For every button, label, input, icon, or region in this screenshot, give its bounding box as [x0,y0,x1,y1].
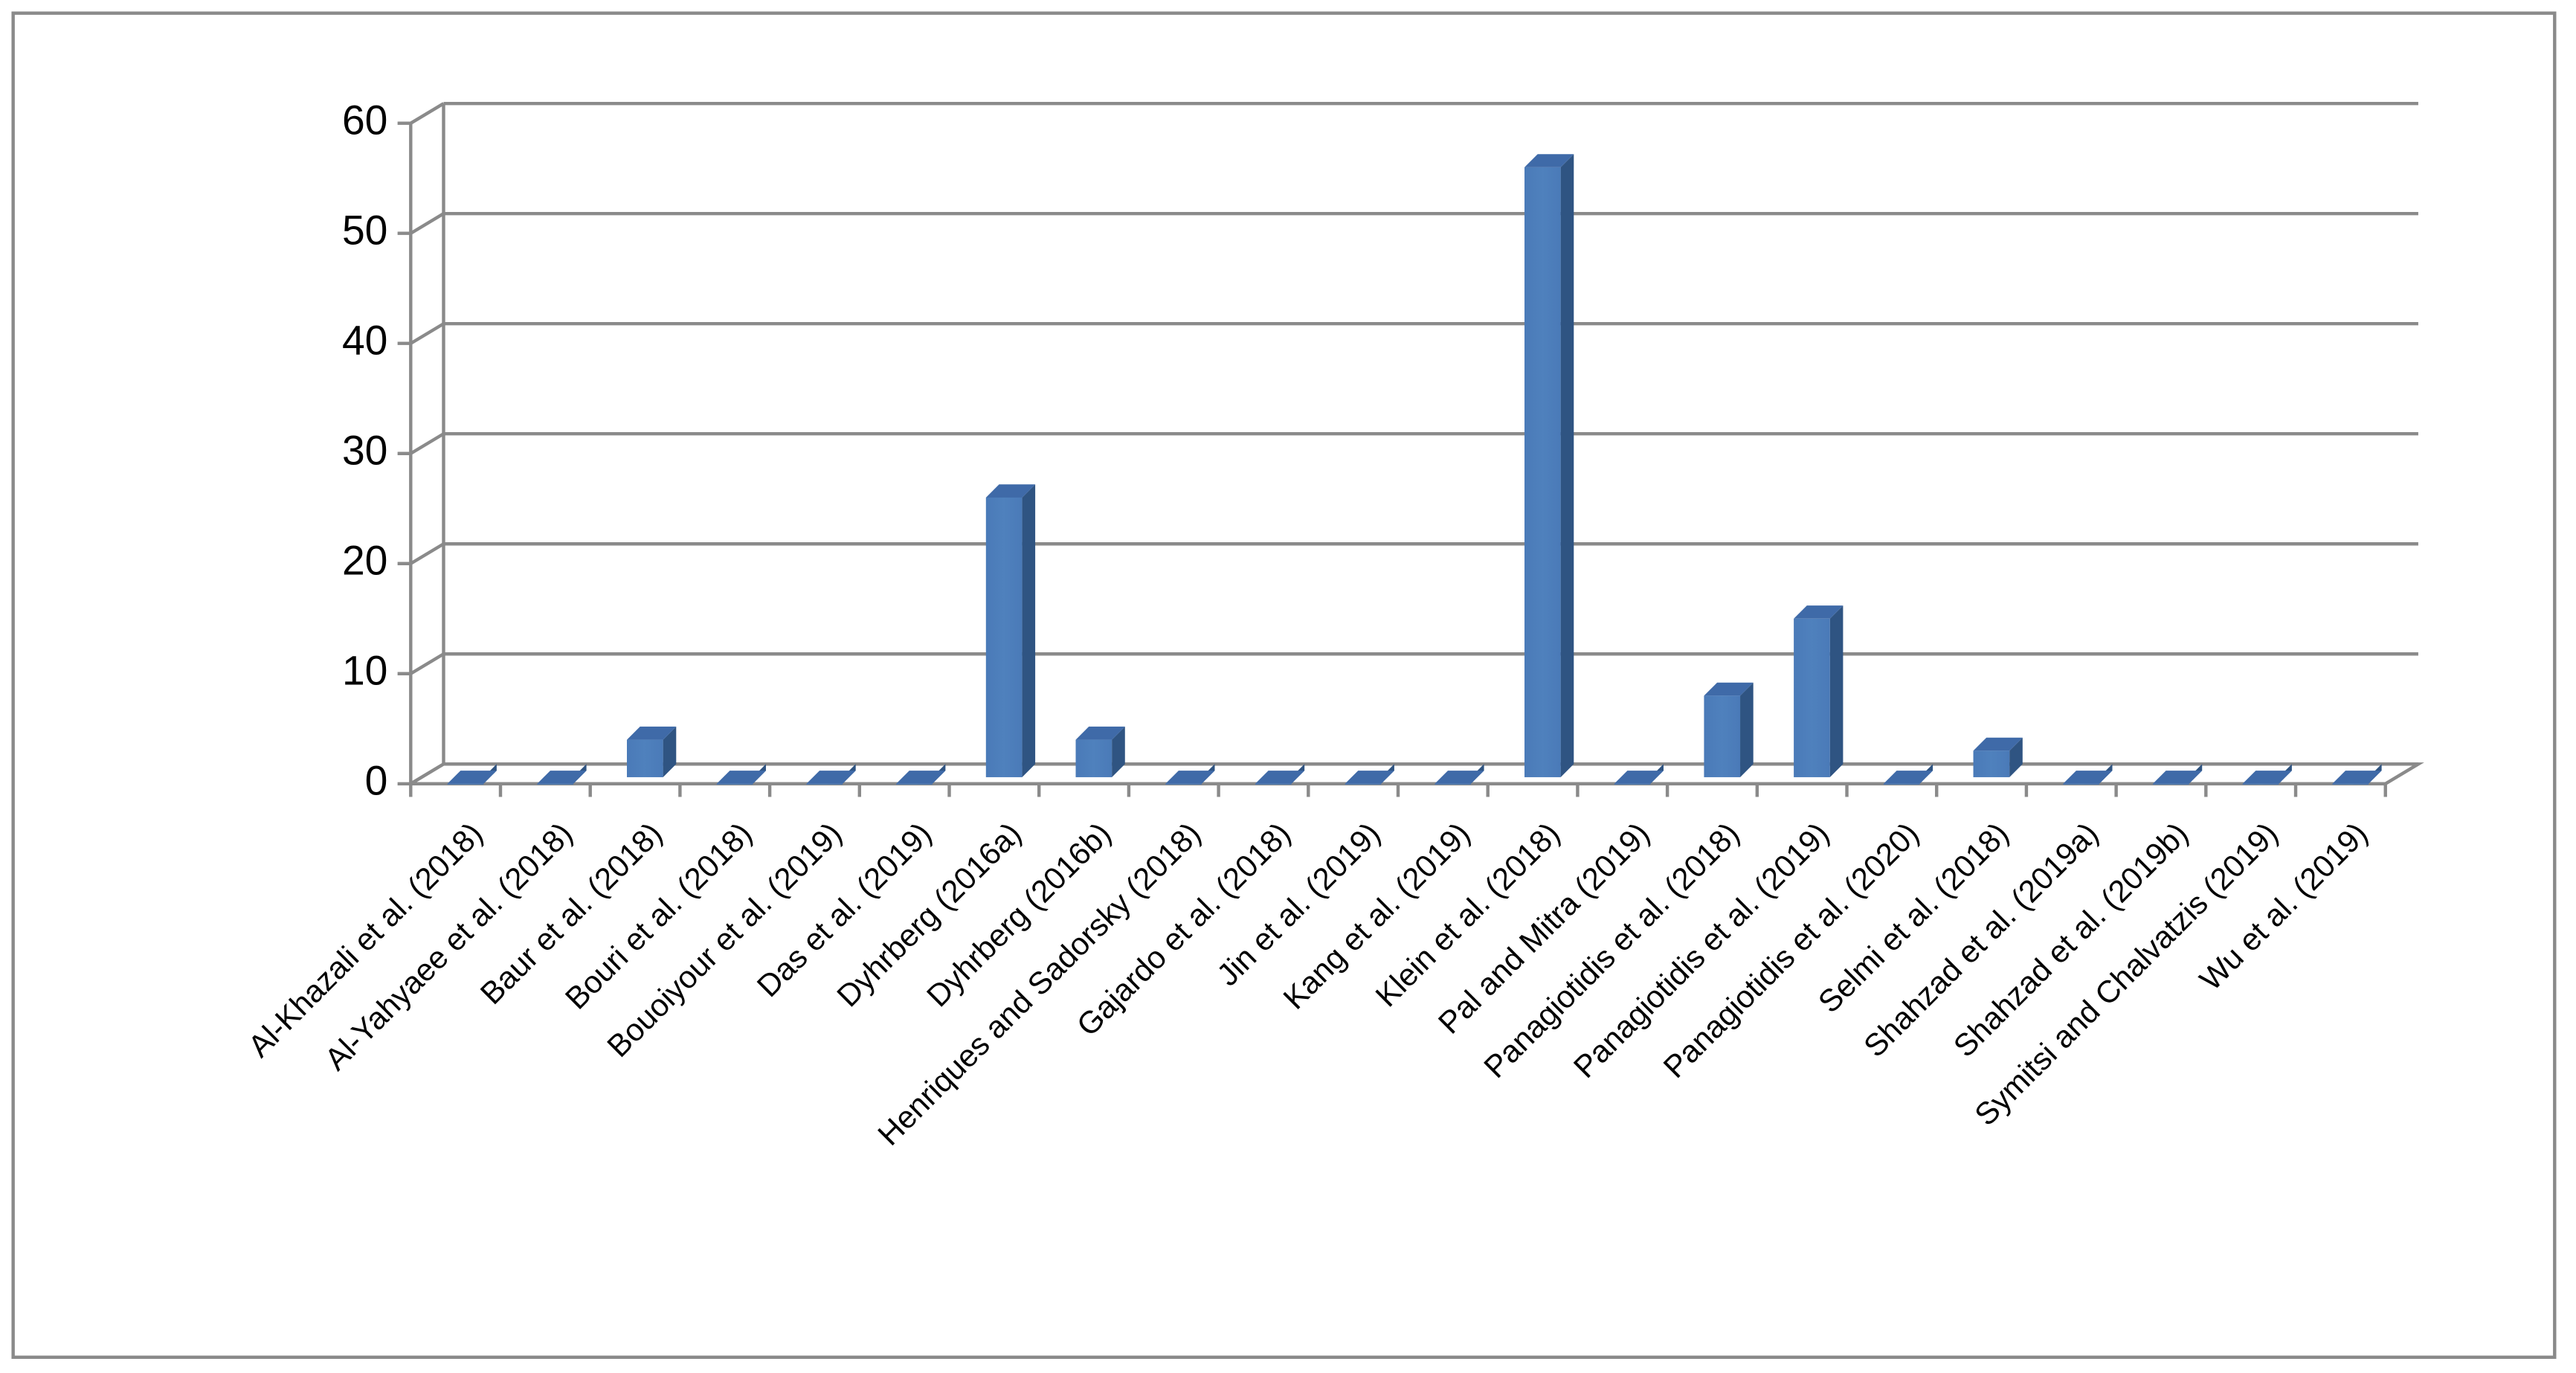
bar [1434,764,1484,785]
bar-face [2242,783,2279,785]
y-tick-label: 50 [342,207,387,253]
bar-face [1165,783,1202,785]
bar-face [627,726,677,740]
bar-face [1345,783,1382,785]
bar-face [1524,154,1574,167]
grid-line [410,212,445,235]
bar-face [2332,783,2369,785]
bar-face [896,771,946,784]
bar [896,764,946,785]
bar [1704,682,1754,777]
bar [447,764,497,785]
bar-face [1829,605,1844,777]
bar-face [985,484,1036,498]
bar-face [2152,783,2189,785]
bar-face [2332,771,2382,784]
bar-face [1434,771,1484,784]
bar-face [447,783,484,785]
y-tick-label: 60 [342,97,387,143]
bar [806,764,856,785]
bar [2332,764,2382,785]
grid-line [410,102,445,125]
bar [1524,154,1574,777]
bar-face [1883,783,1920,785]
bar-face [1075,739,1112,777]
bar-face [1022,484,1036,777]
bar-face [1883,771,1933,784]
bar [1255,764,1305,785]
bar [1075,726,1125,777]
y-tick-label: 40 [342,317,387,363]
bar-face [716,783,753,785]
bar-face [1255,783,1292,785]
chart-border [11,11,2557,1359]
y-tick-label: 20 [342,537,387,583]
bar-face [663,726,677,777]
bar-face [1973,737,2023,751]
bar-face [1434,783,1471,785]
bar-face [1112,726,1125,777]
bar-face [537,771,587,784]
bar [1614,764,1664,785]
bar [1345,764,1394,785]
bar-face [806,771,856,784]
grid-line [410,432,445,455]
bar-face [2242,771,2292,784]
bar [537,764,587,785]
bar [2242,764,2292,785]
bar [2152,764,2203,785]
bar-face [1704,682,1754,696]
y-tick-label: 30 [342,427,387,473]
bar-face [1075,726,1125,740]
bar-face [985,497,1023,777]
bar-face [1165,771,1215,784]
grid-line [410,652,445,675]
y-tick-label: 10 [342,647,387,693]
bar [627,726,677,777]
grid-line [410,542,445,565]
bar [985,484,1036,777]
bar-face [1255,771,1305,784]
bar-face [2152,771,2203,784]
bar-face [1614,783,1651,785]
bar-face [1345,771,1394,784]
bar-face [2063,771,2113,784]
bar-face [896,783,933,785]
bar-face [447,771,497,784]
bar-face [806,783,843,785]
bar-face [1560,154,1574,777]
bar [2063,764,2113,785]
bar-face [1524,167,1561,777]
bar [1165,764,1215,785]
bar [716,764,766,785]
bar-face [716,771,766,784]
bar-face [2063,783,2099,785]
y-tick-label: 0 [365,757,388,803]
bar-face [627,739,663,777]
bar-face [1973,750,2010,777]
bar [1973,737,2023,777]
bar-face [537,783,573,785]
bar-face [1704,695,1741,777]
bar-face [1614,771,1664,784]
bar-face [1794,618,1830,777]
bar-face [1794,605,1844,619]
bar-face [1740,682,1754,777]
grid-line [410,322,445,345]
bar [1883,764,1933,785]
grid-line [410,762,445,785]
bar-face [2009,737,2023,777]
bar [1794,605,1844,777]
